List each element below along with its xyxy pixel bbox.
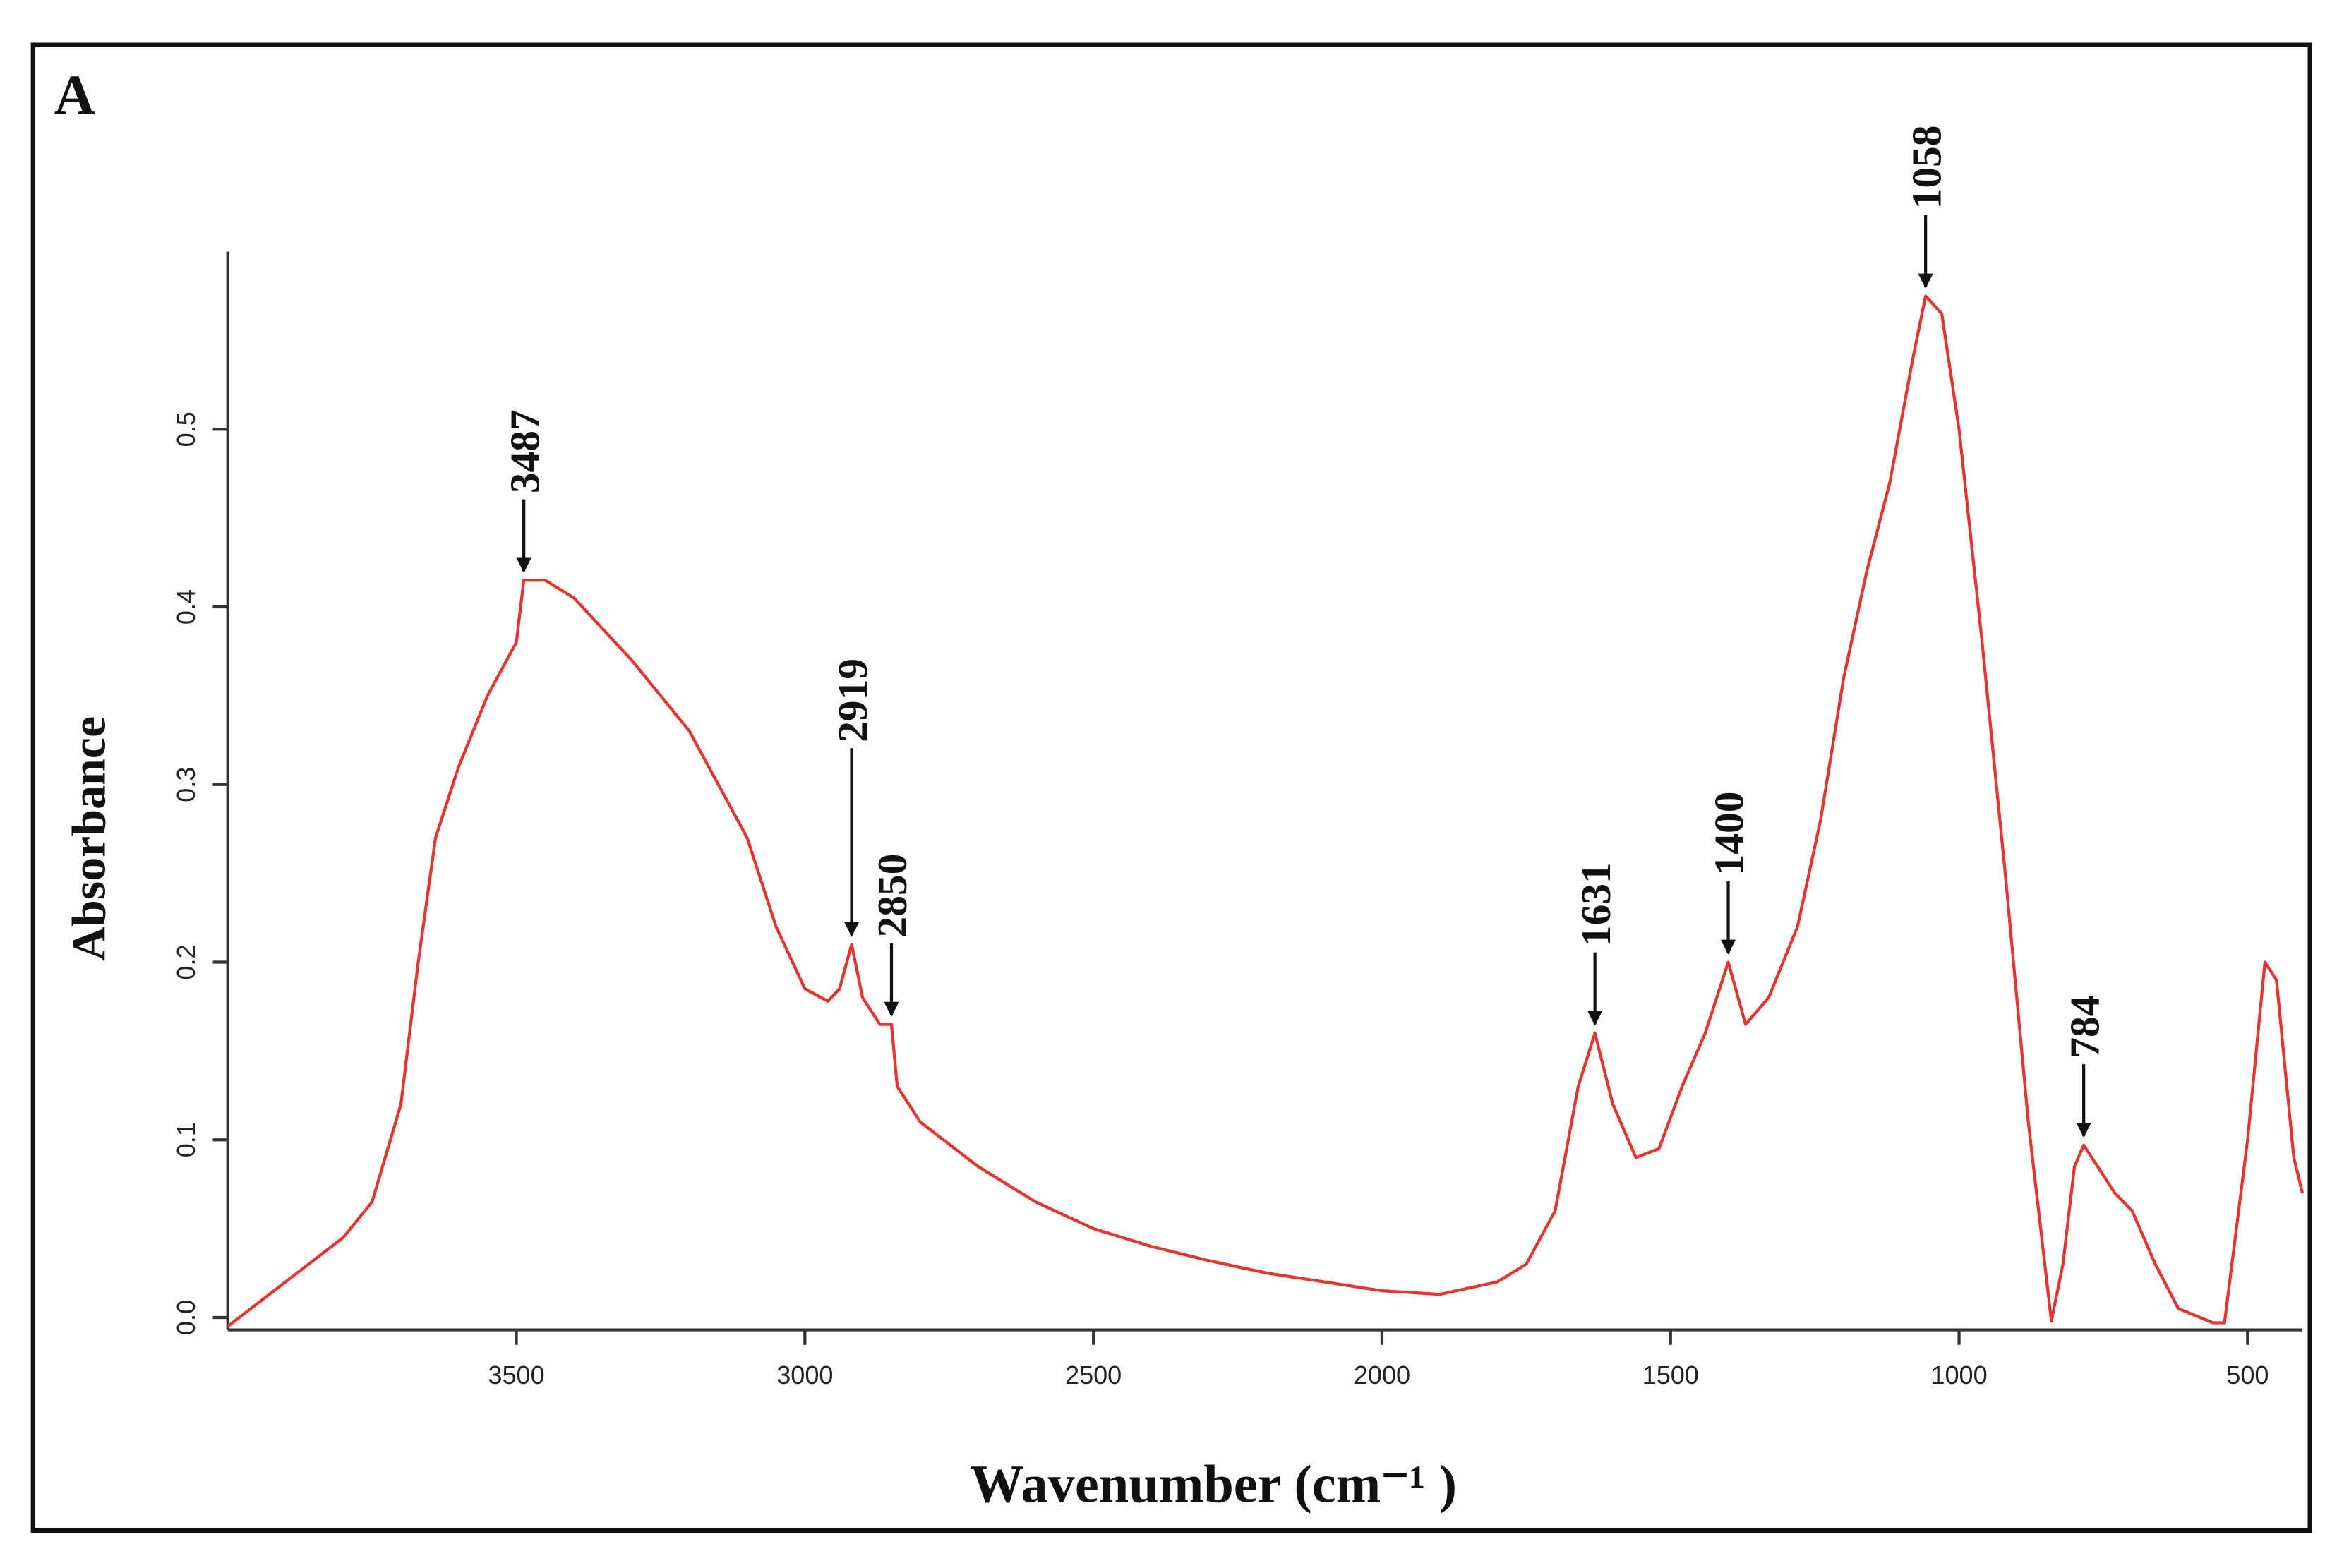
x-tick-label: 500 [2226, 1361, 2269, 1389]
x-axis-label: Wavenumber (cm⁻¹ ) [970, 1454, 1457, 1514]
annotation-label: 2850 [869, 854, 915, 938]
spectrum-line [227, 294, 2305, 1328]
annotation-label: 2919 [829, 658, 876, 742]
y-tick-label: 0.0 [172, 1300, 200, 1335]
x-tick-label: 3500 [488, 1361, 544, 1389]
y-tick-label: 0.4 [172, 589, 200, 625]
y-tick-label: 0.5 [172, 411, 200, 447]
annotation-label: 1631 [1573, 862, 1619, 946]
x-tick-label: 3000 [776, 1361, 833, 1389]
y-tick-label: 0.2 [172, 944, 200, 979]
y-axis-label: Absorbance [62, 716, 116, 961]
annotation-label: 3487 [501, 409, 548, 493]
y-tick-label: 0.3 [172, 767, 200, 802]
annotation-label: 784 [2061, 996, 2108, 1059]
x-tick-label: 1000 [1930, 1361, 1987, 1389]
x-tick-label: 1500 [1642, 1361, 1699, 1389]
annotation-label: 1058 [1903, 126, 1949, 210]
panel-label: A [54, 64, 95, 126]
y-tick-label: 0.1 [172, 1122, 200, 1157]
x-tick-label: 2500 [1065, 1361, 1122, 1389]
frame [30, 42, 2312, 1533]
annotation-label: 1400 [1706, 792, 1753, 876]
x-tick-label: 2000 [1354, 1361, 1410, 1389]
